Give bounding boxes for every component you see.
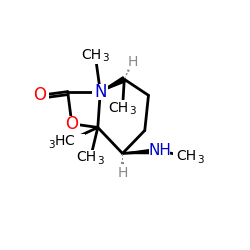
Text: 3: 3 (130, 106, 136, 117)
Text: O: O (33, 86, 46, 104)
Text: 3: 3 (102, 53, 109, 63)
Polygon shape (100, 77, 126, 92)
FancyBboxPatch shape (46, 134, 85, 151)
Text: 3: 3 (198, 154, 204, 164)
FancyBboxPatch shape (173, 148, 208, 166)
Polygon shape (122, 148, 160, 154)
Text: CH: CH (108, 101, 128, 115)
FancyBboxPatch shape (149, 143, 170, 159)
FancyBboxPatch shape (72, 150, 108, 167)
Text: CH: CH (81, 48, 101, 62)
FancyBboxPatch shape (126, 55, 139, 69)
Text: H: H (117, 166, 128, 180)
Text: O: O (65, 115, 78, 133)
Text: H: H (54, 134, 65, 148)
Text: N: N (94, 82, 106, 100)
FancyBboxPatch shape (78, 47, 113, 64)
FancyBboxPatch shape (30, 87, 49, 103)
Text: 3: 3 (98, 156, 104, 166)
FancyBboxPatch shape (92, 84, 108, 100)
FancyBboxPatch shape (104, 100, 141, 117)
Text: C: C (64, 134, 74, 148)
FancyBboxPatch shape (116, 166, 129, 180)
Text: NH: NH (148, 144, 171, 158)
Text: H: H (127, 55, 138, 69)
Text: CH: CH (76, 150, 96, 164)
Text: CH: CH (176, 149, 196, 163)
FancyBboxPatch shape (64, 116, 80, 132)
Text: 3: 3 (48, 140, 55, 150)
